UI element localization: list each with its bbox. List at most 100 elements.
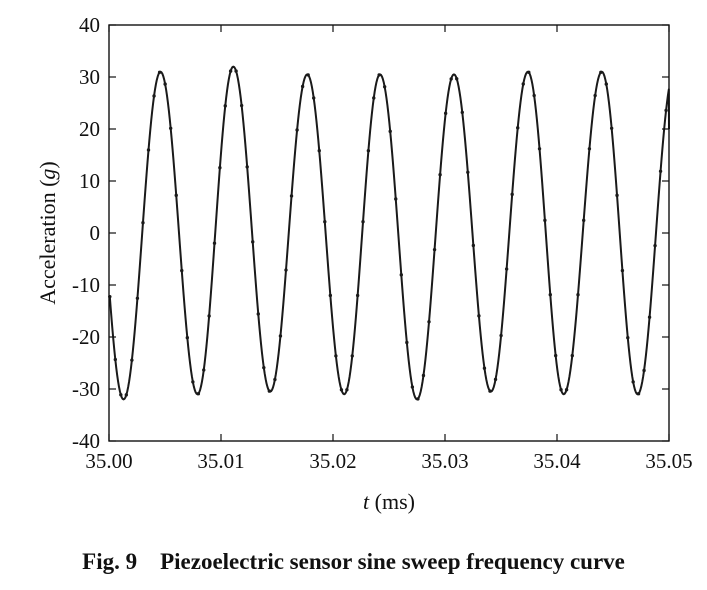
data-point: [366, 149, 371, 153]
data-point: [234, 69, 238, 73]
y-tick-label: -10: [72, 273, 100, 297]
y-axis-title-close: ): [35, 161, 60, 168]
data-point: [135, 296, 140, 300]
data-point: [455, 77, 459, 81]
data-point: [604, 82, 608, 86]
data-point: [587, 147, 592, 151]
data-point: [521, 82, 525, 86]
data-point: [345, 388, 349, 392]
data-point: [377, 73, 381, 77]
data-point: [328, 293, 333, 298]
data-point: [295, 128, 299, 132]
data-point: [130, 358, 134, 362]
data-point: [355, 293, 360, 298]
data-point: [180, 268, 184, 273]
data-point: [564, 388, 569, 392]
data-curve: [108, 65, 670, 401]
y-axis-title-main: Acceleration (: [35, 180, 60, 305]
figure-caption-gap: [137, 549, 160, 574]
data-point: [212, 241, 217, 245]
x-tick-label: 35.04: [533, 449, 581, 473]
data-point: [152, 94, 156, 98]
data-point: [609, 126, 614, 131]
data-point: [394, 197, 398, 201]
y-tick-label: -20: [72, 325, 100, 349]
data-point: [284, 268, 288, 272]
data-point: [306, 73, 310, 77]
y-tick-label: 30: [79, 65, 100, 89]
data-point: [636, 392, 641, 396]
data-point: [432, 247, 437, 252]
data-point: [405, 340, 409, 345]
data-point: [334, 354, 338, 358]
data-point: [163, 82, 167, 86]
x-axis-title-var: t: [363, 489, 370, 514]
data-point: [460, 110, 464, 115]
data-point: [466, 170, 470, 175]
x-tick-label: 35.02: [309, 449, 356, 473]
data-point: [647, 315, 652, 319]
data-point: [620, 268, 625, 273]
data-point: [631, 380, 635, 384]
x-tick-label: 35.00: [85, 449, 132, 473]
data-point: [599, 70, 603, 75]
data-point: [317, 149, 321, 153]
data-point: [251, 240, 255, 244]
data-point: [527, 70, 531, 75]
data-point: [438, 173, 442, 177]
data-point: [664, 108, 668, 113]
data-point: [223, 104, 227, 108]
data-point: [471, 243, 476, 248]
data-point: [626, 335, 630, 340]
x-tick-label: 35.05: [645, 449, 692, 473]
data-point: [593, 93, 597, 98]
data-point: [256, 312, 260, 316]
data-point: [124, 393, 129, 397]
data-point: [653, 243, 657, 248]
data-point: [218, 166, 222, 170]
data-point: [410, 385, 415, 389]
y-axis-title: Acceleration (g): [35, 161, 60, 305]
x-tick-label: 35.03: [421, 449, 468, 473]
data-curve-group: [108, 65, 670, 401]
data-point: [510, 192, 514, 197]
data-point: [157, 70, 162, 75]
x-axis: 35.00 35.01 35.02 35.03 35.04 35.05: [85, 25, 693, 473]
data-point: [658, 169, 663, 174]
data-point: [532, 93, 536, 98]
data-point: [582, 218, 586, 223]
data-point: [382, 85, 387, 89]
data-point: [576, 292, 580, 297]
data-point: [553, 353, 558, 358]
data-point: [548, 292, 552, 297]
data-point: [174, 193, 178, 198]
data-point: [449, 77, 453, 81]
data-point: [504, 267, 509, 271]
data-point: [119, 393, 123, 397]
data-point: [273, 377, 277, 382]
y-tick-label: 40: [79, 13, 100, 37]
data-point: [191, 380, 195, 384]
y-tick-label: 0: [90, 221, 101, 245]
figure-caption-text: Piezoelectric sensor sine sweep frequenc…: [160, 549, 625, 574]
data-point: [570, 353, 574, 358]
data-point: [443, 111, 448, 116]
data-point: [372, 96, 376, 100]
data-point: [421, 373, 426, 378]
y-tick-label: 10: [79, 169, 100, 193]
data-point: [642, 368, 646, 373]
data-point: [146, 148, 151, 152]
data-point: [516, 126, 520, 130]
x-axis-title: t (ms): [363, 489, 415, 514]
y-axis: 40 30 20 10 0 -10 -20 -30 -40: [72, 13, 669, 453]
data-point: [262, 365, 266, 370]
data-point: [300, 84, 305, 89]
x-axis-title-unit: (ms): [369, 489, 415, 514]
data-point: [543, 218, 547, 223]
data-point: [202, 368, 206, 372]
data-point: [559, 388, 563, 392]
data-point: [339, 388, 344, 392]
data-point: [482, 366, 487, 370]
figure-caption: Fig. 9 Piezoelectric sensor sine sweep f…: [0, 549, 707, 575]
